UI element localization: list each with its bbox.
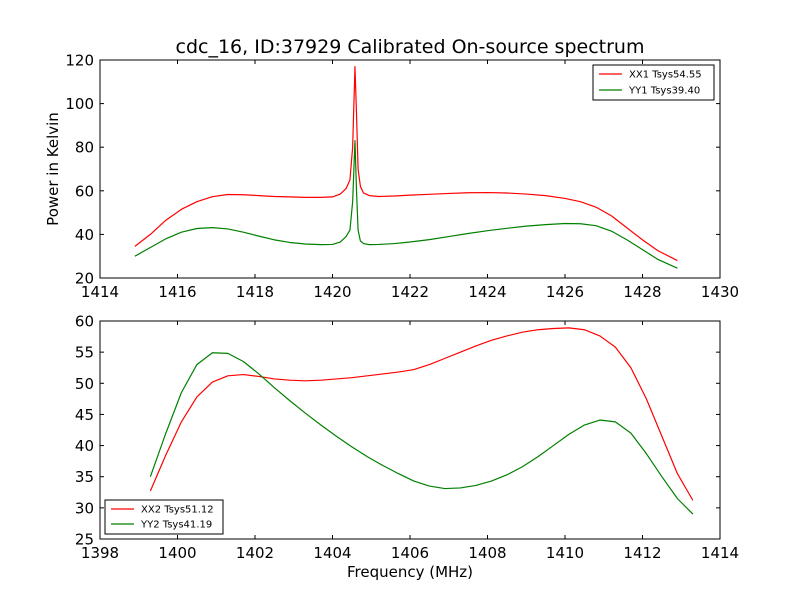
top-x-tick-label: 1424 <box>468 283 506 301</box>
top-y-tick-label: 40 <box>75 226 94 244</box>
bottom-y-tick-label: 55 <box>75 344 94 362</box>
bottom-x-tick-label: 1404 <box>313 544 351 562</box>
top-legend: XX1 Tsys54.55 YY1 Tsys39.40 <box>592 64 715 101</box>
top-x-tick-label: 1430 <box>701 283 739 301</box>
legend-label-yy2: YY2 Tsys41.19 <box>140 520 212 531</box>
top-x-tick-label: 1416 <box>158 283 196 301</box>
chart-title: cdc_16, ID:37929 Calibrated On-source sp… <box>176 36 645 58</box>
bottom-x-tick-label: 1410 <box>546 544 584 562</box>
bottom-y-tick-label: 45 <box>75 406 94 424</box>
top-x-tick-label: 1418 <box>236 283 274 301</box>
bottom-legend-box <box>104 499 224 535</box>
bottom-x-tick-label: 1406 <box>391 544 429 562</box>
top-x-tick-label: 1422 <box>391 283 429 301</box>
y-axis-label: Power in Kelvin <box>44 112 62 226</box>
bottom-y-tick-label: 60 <box>75 313 94 331</box>
top-panel: 1414 1416 1418 1420 1422 1424 1426 1428 1430 20 4… <box>65 52 739 302</box>
x-axis-label: Frequency (MHz) <box>347 563 473 581</box>
top-y-tick-label: 60 <box>75 182 94 200</box>
bottom-x-tick-label: 1402 <box>236 544 274 562</box>
bottom-y-tick-label: 40 <box>75 437 94 455</box>
legend-label-xx2: XX2 Tsys51.12 <box>141 505 214 516</box>
top-series-line-2 <box>134 140 678 269</box>
top-x-tick-label: 1426 <box>546 283 584 301</box>
bottom-legend: XX2 Tsys51.12 YY2 Tsys41.19 <box>104 499 224 535</box>
top-series-line-1 <box>134 65 678 262</box>
bottom-series-line-2 <box>149 352 694 515</box>
bottom-y-tick-label: 50 <box>75 375 94 393</box>
bottom-x-tick-label: 1414 <box>701 544 739 562</box>
top-y-tick-label: 100 <box>65 95 94 113</box>
top-y-tick-label: 120 <box>65 52 94 70</box>
bottom-y-tick-label: 35 <box>75 468 94 486</box>
bottom-x-tick-label: 1408 <box>468 544 506 562</box>
bottom-x-tick-label: 1400 <box>158 544 196 562</box>
bottom-y-tick-label: 25 <box>75 531 94 549</box>
bottom-x-tick-label: 1412 <box>623 544 661 562</box>
top-x-tick-label: 1420 <box>313 283 351 301</box>
bottom-panel: 1398 1400 1402 1404 1406 1408 1410 1412 1414 25 3… <box>75 313 739 563</box>
top-y-tick-label: 20 <box>75 270 94 288</box>
top-legend-box <box>592 64 715 101</box>
top-y-tick-label: 80 <box>75 139 94 157</box>
bottom-y-tick-label: 30 <box>75 499 94 517</box>
legend-label-yy1: YY1 Tsys39.40 <box>628 86 700 97</box>
bottom-x-tick-label: 1398 <box>81 544 119 562</box>
legend-label-xx1: XX1 Tsys54.55 <box>629 70 702 81</box>
bottom-series-line-1 <box>149 327 694 501</box>
top-x-tick-label: 1428 <box>623 283 661 301</box>
top-x-tick-label: 1414 <box>81 283 119 301</box>
